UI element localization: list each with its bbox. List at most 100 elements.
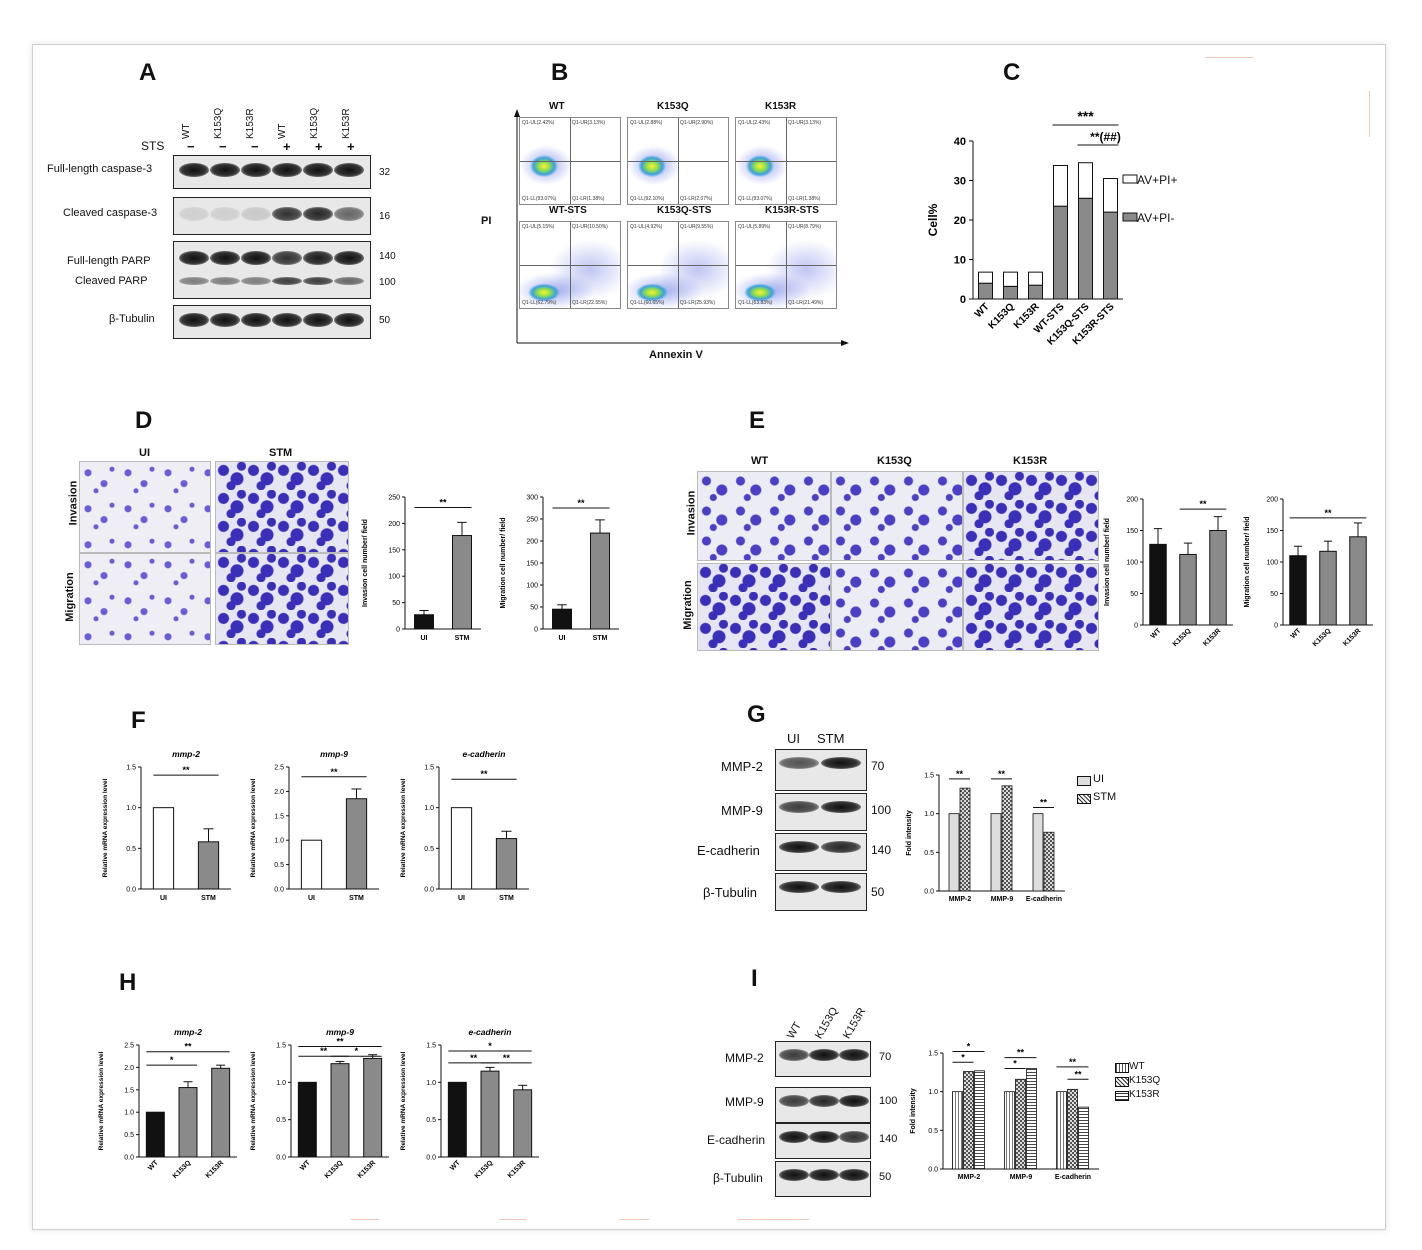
blot-band [241,207,271,221]
bar [990,813,1002,892]
chart-h-mmp9: 0.0 0.5 1.0 1.5 mmp-9 Relative mRNA expressio… [250,1027,389,1180]
bar [452,535,472,630]
i-row-mmp2: MMP-2 [725,1051,764,1065]
y-tick-label: 150 [388,547,400,554]
sts-label: STS [141,139,165,153]
significance-marker: * [967,1041,971,1051]
y-tick-label: 100 [388,574,400,581]
chart-g: 0.0 0.5 1.0 1.5 Fold intensity MMP-2 MMP-9 E-ca… [906,769,1065,903]
decoration [1205,57,1253,58]
panel-label-c: C [1003,59,1021,86]
y-axis-label: Invasion cell number/ field [362,519,369,607]
blot-band [809,1095,839,1107]
blot-band [241,163,271,177]
flow-plot: Q1-UL(5.89%) Q1-UR(8.79%) Q1-LL(63.83%) Q1-… [735,221,837,309]
x-tick-label: MMP-9 [1010,1174,1033,1181]
flow-plot-title: WT-STS [549,205,587,216]
g-mw-70: 70 [871,759,885,773]
quadrant-label: Q1-UL(5.89%) [738,224,771,230]
y-tick-label: 1.0 [426,1080,436,1087]
g-mw-140: 140 [871,843,892,857]
blot-band [210,207,240,221]
panel-label-a: A [139,59,157,86]
flow-plot-title: K153R [765,101,797,112]
legend-i-wt: WT [1129,1061,1145,1072]
mw-16: 16 [379,211,391,222]
flow-plot-title: K153Q [657,101,689,112]
bar-av-pi-pos [1028,271,1043,286]
y-tick-label: 20 [954,215,966,227]
y-tick-label: 0.0 [426,1155,436,1162]
blot-band [839,1095,869,1107]
figure-frame: A WT K153Q K153R WT K153Q K153R STS − − − + + + Fu… [32,44,1386,1230]
legend-swatch [1077,794,1091,804]
y-tick-label: 0.0 [928,1167,938,1174]
sts-sign: + [315,139,323,154]
x-tick-label: K153R [1202,627,1222,647]
x-tick-label: UI [559,635,566,642]
quadrant-label: Q1-UL(2.88%) [630,120,663,126]
quadrant-label: Q1-UL(5.15%) [522,224,555,230]
quadrant-label: Q1-LR(1.38%) [572,196,605,202]
chart-c: 010203040Cell%WTK153QK153RWT-STSK153Q-ST… [926,108,1138,348]
bar [211,1067,231,1158]
bar [963,1071,974,1170]
g-mw-50: 50 [871,885,885,899]
bar [1349,536,1367,626]
sts-sign: + [347,139,355,154]
blot-band [839,1049,869,1061]
y-tick-label: 1.5 [928,1051,938,1058]
blot-band [779,801,819,813]
y-tick-label: 0 [1274,623,1278,630]
y-tick-label: 2.5 [124,1043,134,1050]
bar [480,1070,500,1158]
quadrant-label: Q1-LR(25.93%) [680,300,716,306]
x-tick-label: K153Q [986,301,1016,331]
flow-plot: Q1-UL(2.43%) Q1-UR(3.13%) Q1-LL(93.07%) Q1-… [735,117,837,205]
legend-swatch [1115,1091,1129,1101]
i-mw-50: 50 [879,1171,892,1183]
bar [300,839,323,890]
blot-band [334,163,364,177]
flow-axes [514,109,849,346]
e-col-k153q: K153Q [877,455,912,467]
lane-label: K153R [245,108,256,139]
y-tick-label: 150 [526,561,538,568]
y-tick-label: 0.0 [124,1155,134,1162]
significance-marker: * [1013,1058,1017,1068]
e-row-invasion: Invasion [685,490,698,536]
y-tick-label: 0.5 [928,1128,938,1135]
significance-marker: ** [470,1053,478,1063]
flow-plot-title: K153R-STS [765,205,819,216]
significance-marker: ** [956,769,964,779]
bar-av-pi-pos [1003,271,1018,287]
chart-title: mmp-2 [174,1027,202,1037]
axis-label-annexin: Annexin V [649,349,703,361]
significance-marker: *** [1077,108,1094,124]
bar-av-pi-neg [978,282,993,300]
y-axis-label: Migration cell number/ field [1244,516,1251,607]
x-tick-label: K153Q [324,1159,345,1180]
y-tick-label: 0.5 [274,862,284,869]
quadrant-label: Q1-UR(2.90%) [680,120,714,126]
bar [152,807,175,890]
row-label-cleaved-caspase3: Cleaved caspase-3 [63,207,158,219]
quadrant-label: Q1-UL(4.92%) [630,224,663,230]
y-tick-label: 200 [1266,497,1278,504]
y-tick-label: 0.5 [924,850,934,857]
significance-marker: ** [1040,797,1048,807]
bar-av-pi-neg [1053,205,1068,300]
chart-i: 0.0 0.5 1.0 1.5 Fold intensity MMP-2 MMP-9 E-ca… [910,1041,1099,1181]
x-tick-label: E-cadherin [1026,896,1062,903]
x-tick-label: STM [201,895,216,902]
panel-label-b: B [551,59,569,86]
significance-marker: ** [1069,1057,1077,1067]
panel-label-d: D [135,407,153,434]
i-row-tubulin: β-Tubulin [713,1171,763,1185]
legend-i-k153q: K153Q [1129,1075,1161,1086]
bar-av-pi-pos [1053,164,1068,207]
bar [495,838,518,890]
micro-e-wt-inv [697,471,831,561]
g-mw-100: 100 [871,803,892,817]
lane-label: K153Q [309,107,320,139]
